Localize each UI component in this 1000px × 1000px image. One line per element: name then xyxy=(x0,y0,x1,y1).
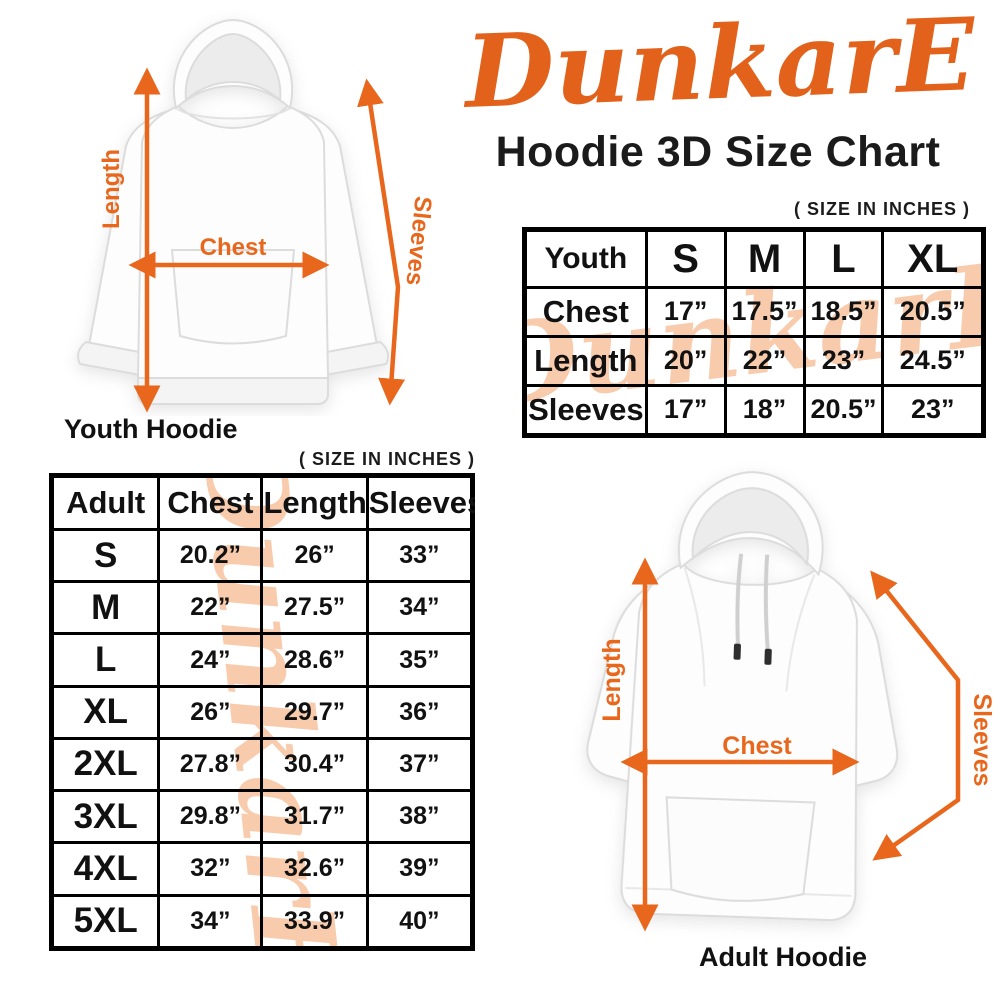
adult-row-label: M xyxy=(49,580,161,636)
adult-length-label: Length xyxy=(598,638,626,721)
youth-value-cell: 17.5” xyxy=(723,286,806,338)
youth-row-label: Chest xyxy=(523,286,648,338)
adult-value-cell: 33” xyxy=(365,527,475,584)
adult-table-row: 3XL 29.8” 31.7” 38” xyxy=(49,789,475,845)
adult-row-label: 2XL xyxy=(49,736,161,793)
youth-value-cell: 20.5” xyxy=(881,286,985,338)
adult-value-cell: 29.8” xyxy=(157,789,264,845)
adult-value-cell: 32” xyxy=(157,841,264,897)
youth-row-label: Sleeves xyxy=(523,383,648,438)
adult-table-container: DunkarE Adult Chest Length Sleeves S 20.… xyxy=(49,473,475,951)
youth-header-cell: Youth xyxy=(523,228,648,289)
size-note-adult: ( SIZE IN INCHES ) xyxy=(298,449,475,469)
youth-header-cell: L xyxy=(802,228,885,289)
adult-row-label: S xyxy=(49,527,161,584)
dunkare-logo: DunkarE xyxy=(460,0,979,131)
adult-value-cell: 31.7” xyxy=(260,789,369,845)
youth-table-row: Sleeves 17” 18” 20.5” 23” xyxy=(523,383,985,438)
adult-value-cell: 27.8” xyxy=(157,736,264,793)
adult-sleeves-label: Sleeves xyxy=(968,693,996,786)
youth-size-table: Youth S M L XL Chest 17” 17.5” 18.5” 20.… xyxy=(522,227,986,438)
youth-value-cell: 20” xyxy=(644,334,727,387)
youth-value-cell: 17” xyxy=(644,286,727,338)
youth-length-label: Length xyxy=(98,149,125,229)
adult-hoodie-image xyxy=(586,471,899,922)
youth-table-row: Length 20” 22” 23” 24.5” xyxy=(523,334,985,387)
adult-header-cell: Length xyxy=(260,474,369,531)
adult-chest-label: Chest xyxy=(722,732,792,760)
adult-value-cell: 33.9” xyxy=(260,893,369,951)
youth-header-cell: M xyxy=(723,228,806,289)
adult-value-cell: 38” xyxy=(365,789,475,845)
adult-header-cell: Adult xyxy=(49,474,161,531)
youth-value-cell: 17” xyxy=(644,383,727,438)
youth-chest-label: Chest xyxy=(200,234,267,261)
youth-value-cell: 22” xyxy=(723,334,806,387)
youth-value-cell: 20.5” xyxy=(802,383,885,438)
adult-value-cell: 28.6” xyxy=(260,632,369,688)
adult-table-row: 2XL 27.8” 30.4” 37” xyxy=(49,736,475,793)
adult-value-cell: 22” xyxy=(157,580,264,636)
youth-sleeves-arrow xyxy=(357,78,406,406)
adult-header-cell: Chest xyxy=(157,474,264,531)
adult-value-cell: 35” xyxy=(365,632,475,688)
adult-table-row: 5XL 34” 33.9” 40” xyxy=(49,893,475,951)
adult-row-label: L xyxy=(49,632,161,688)
youth-header-cell: S xyxy=(644,228,727,289)
adult-table-row: M 22” 27.5” 34” xyxy=(49,580,475,636)
youth-hoodie-image xyxy=(77,18,389,405)
youth-value-cell: 18.5” xyxy=(802,286,885,338)
svg-text:DunkarE: DunkarE xyxy=(460,0,979,131)
adult-row-label: XL xyxy=(49,684,161,740)
adult-header-cell: Sleeves xyxy=(365,474,475,531)
size-note-youth: ( SIZE IN INCHES ) xyxy=(793,199,970,219)
youth-table-container: DunkarE Youth S M L XL Chest 17” 17.5” 1… xyxy=(522,227,986,438)
youth-table-row: Chest 17” 17.5” 18.5” 20.5” xyxy=(523,286,985,338)
adult-value-cell: 29.7” xyxy=(260,684,369,740)
youth-header-row: Youth S M L XL xyxy=(523,228,985,289)
adult-row-label: 5XL xyxy=(49,893,161,951)
adult-hoodie-caption: Adult Hoodie xyxy=(699,942,867,972)
youth-row-label: Length xyxy=(523,334,648,387)
youth-value-cell: 23” xyxy=(802,334,885,387)
youth-header-cell: XL xyxy=(881,228,985,289)
adult-value-cell: 26” xyxy=(157,684,264,740)
adult-value-cell: 34” xyxy=(365,580,475,636)
adult-value-cell: 26” xyxy=(260,527,369,584)
page-title: Hoodie 3D Size Chart xyxy=(495,128,941,176)
adult-value-cell: 40” xyxy=(365,893,475,951)
adult-value-cell: 34” xyxy=(157,893,264,951)
adult-table-row: XL 26” 29.7” 36” xyxy=(49,684,475,740)
youth-hoodie-figure: Length Chest Sleeves xyxy=(77,18,437,413)
youth-sleeves-label: Sleeves xyxy=(400,195,436,287)
adult-value-cell: 20.2” xyxy=(157,527,264,584)
adult-hoodie-figure: Length Chest Sleeves xyxy=(586,471,996,932)
youth-value-cell: 18” xyxy=(723,383,806,438)
adult-value-cell: 39” xyxy=(365,841,475,897)
adult-value-cell: 37” xyxy=(365,736,475,793)
adult-size-table: Adult Chest Length Sleeves S 20.2” 26” 3… xyxy=(49,473,475,951)
youth-value-cell: 24.5” xyxy=(881,334,985,387)
adult-sleeves-arrow xyxy=(870,570,961,861)
adult-value-cell: 27.5” xyxy=(260,580,369,636)
adult-value-cell: 32.6” xyxy=(260,841,369,897)
adult-table-row: S 20.2” 26” 33” xyxy=(49,527,475,584)
adult-value-cell: 24” xyxy=(157,632,264,688)
adult-value-cell: 36” xyxy=(365,684,475,740)
youth-value-cell: 23” xyxy=(881,383,985,438)
adult-row-label: 3XL xyxy=(49,789,161,845)
adult-header-row: Adult Chest Length Sleeves xyxy=(49,474,475,531)
adult-table-row: L 24” 28.6” 35” xyxy=(49,632,475,688)
adult-row-label: 4XL xyxy=(49,841,161,897)
adult-table-row: 4XL 32” 32.6” 39” xyxy=(49,841,475,897)
youth-hoodie-caption: Youth Hoodie xyxy=(64,414,238,444)
adult-value-cell: 30.4” xyxy=(260,736,369,793)
